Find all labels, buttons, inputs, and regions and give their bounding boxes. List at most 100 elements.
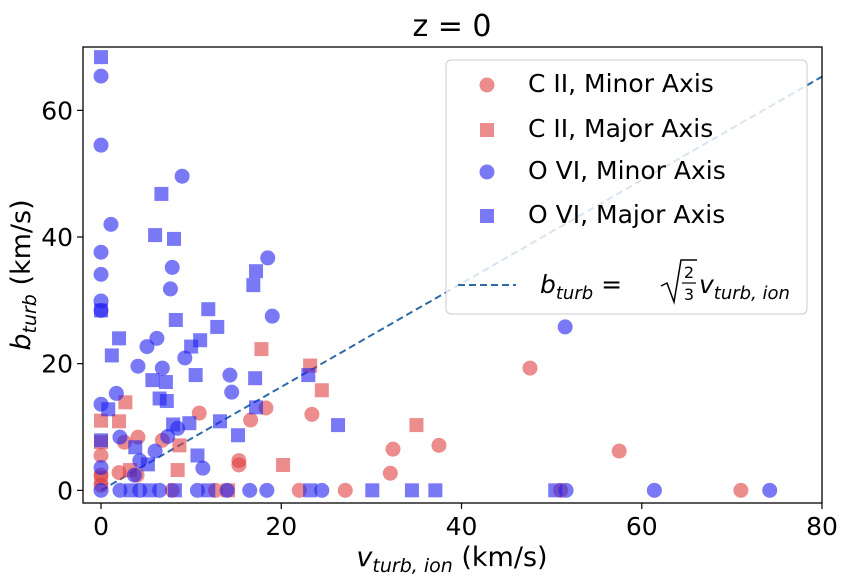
point <box>140 457 155 472</box>
point <box>189 482 205 498</box>
point <box>162 281 178 297</box>
point <box>158 375 173 390</box>
point <box>93 244 109 260</box>
point <box>154 360 170 376</box>
legend-box <box>445 59 808 315</box>
point <box>188 368 203 383</box>
sqrt-sign <box>660 259 697 305</box>
point <box>94 303 109 318</box>
legend-label: O VI, Major Axis <box>528 200 725 229</box>
y-tick-label: 60 <box>41 96 73 125</box>
point <box>557 319 573 335</box>
point <box>123 483 138 498</box>
x-tick-label: 0 <box>93 512 109 541</box>
axes-frame <box>82 46 823 504</box>
point <box>184 339 199 354</box>
point <box>231 428 246 443</box>
point <box>168 312 183 327</box>
x-tick-label: 60 <box>626 512 658 541</box>
legend-entry: bturb = 2 3 vturb, ion <box>540 259 790 305</box>
point <box>112 414 127 429</box>
y-tick-label: 20 <box>41 350 73 379</box>
point <box>112 331 127 346</box>
y-label-main: b <box>6 334 37 351</box>
point <box>276 458 291 472</box>
point <box>558 482 574 498</box>
point <box>331 418 346 433</box>
point <box>112 482 128 498</box>
x-label-unit: (km/s) <box>453 542 548 573</box>
point <box>611 443 627 459</box>
point <box>201 483 216 498</box>
point <box>733 482 749 498</box>
point <box>167 231 182 246</box>
point <box>93 460 109 476</box>
x-tick-label: 80 <box>806 512 838 541</box>
y-tick-label: 0 <box>57 476 73 505</box>
point <box>142 483 157 498</box>
point <box>522 360 538 376</box>
legend-label: O VI, Minor Axis <box>528 156 726 185</box>
point <box>428 483 443 498</box>
point <box>195 460 211 476</box>
point <box>210 319 225 334</box>
point <box>264 308 280 324</box>
label-eq: = <box>593 270 622 299</box>
x-axis-label: vturb, ion (km/s) <box>356 542 547 577</box>
point <box>118 395 133 410</box>
point <box>94 50 109 65</box>
point <box>145 373 160 388</box>
point <box>111 465 127 481</box>
point <box>259 482 275 498</box>
point <box>101 402 116 417</box>
point <box>365 483 380 498</box>
point <box>314 482 330 498</box>
point <box>160 429 176 444</box>
point <box>385 441 401 457</box>
point <box>301 368 316 383</box>
point <box>167 483 182 498</box>
fraction-num: 2 <box>684 263 694 282</box>
point <box>108 385 124 401</box>
x-label-main: v <box>356 542 373 573</box>
legend-marker <box>480 209 494 223</box>
point <box>170 463 185 478</box>
point <box>147 443 163 459</box>
point <box>231 457 247 473</box>
point <box>166 417 181 432</box>
point <box>93 68 109 84</box>
point <box>304 406 320 422</box>
point <box>103 216 119 232</box>
point <box>149 330 165 346</box>
point <box>222 367 238 383</box>
y-tick-label: 40 <box>41 223 73 252</box>
point <box>93 266 109 282</box>
point <box>337 482 353 498</box>
point <box>104 348 119 363</box>
point <box>190 448 205 463</box>
point <box>130 358 146 374</box>
point <box>291 482 307 498</box>
point <box>93 448 109 463</box>
point <box>126 467 142 483</box>
point <box>382 465 398 481</box>
point <box>254 342 269 357</box>
point <box>172 438 187 453</box>
x-tick-label: 20 <box>265 512 297 541</box>
point <box>164 259 180 275</box>
legend-label: bturb = <box>540 270 622 304</box>
point <box>314 383 329 398</box>
point <box>219 482 235 498</box>
point <box>112 429 128 445</box>
point <box>93 482 109 498</box>
point <box>409 418 424 433</box>
point <box>93 137 109 153</box>
x-tick-label: 40 <box>446 512 478 541</box>
plot-area <box>93 50 823 498</box>
legend-marker <box>480 123 494 137</box>
label-rhs: v <box>699 270 715 299</box>
point <box>212 414 227 429</box>
label-rhs-sub: turb, ion <box>714 283 790 304</box>
point <box>260 250 276 266</box>
point <box>128 440 143 455</box>
